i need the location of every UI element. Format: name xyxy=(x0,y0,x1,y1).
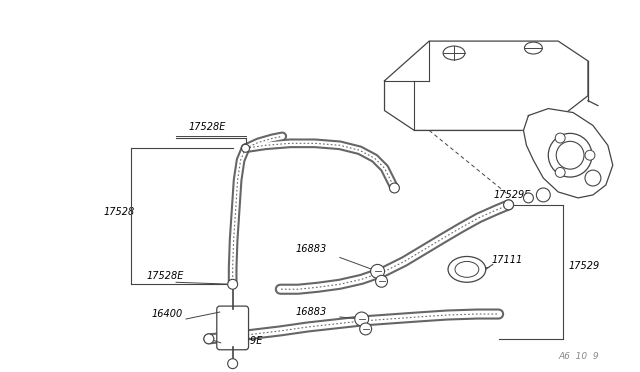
Circle shape xyxy=(371,264,385,278)
Circle shape xyxy=(585,150,595,160)
Ellipse shape xyxy=(455,262,479,277)
Circle shape xyxy=(536,188,550,202)
Circle shape xyxy=(556,133,565,143)
Ellipse shape xyxy=(524,42,542,54)
Circle shape xyxy=(585,170,601,186)
Circle shape xyxy=(376,275,387,287)
Circle shape xyxy=(228,359,237,369)
Ellipse shape xyxy=(443,46,465,60)
Text: 17528: 17528 xyxy=(104,207,135,217)
Circle shape xyxy=(504,200,513,210)
Circle shape xyxy=(548,134,592,177)
Polygon shape xyxy=(524,109,612,198)
Text: 17529: 17529 xyxy=(568,262,600,271)
Text: 17528E: 17528E xyxy=(147,271,184,281)
Circle shape xyxy=(556,141,584,169)
Text: 17111: 17111 xyxy=(492,256,523,265)
Text: 16883: 16883 xyxy=(295,244,326,253)
Text: 16400: 16400 xyxy=(151,309,182,319)
Circle shape xyxy=(228,279,237,289)
Text: 16883: 16883 xyxy=(295,307,326,317)
FancyBboxPatch shape xyxy=(217,306,248,350)
Text: A6  10  9: A6 10 9 xyxy=(558,352,599,361)
Circle shape xyxy=(355,312,369,326)
Text: 17529E: 17529E xyxy=(493,190,531,200)
Circle shape xyxy=(204,334,214,344)
Text: 17528E: 17528E xyxy=(189,122,227,132)
Text: 17529E: 17529E xyxy=(226,336,263,346)
Ellipse shape xyxy=(448,256,486,282)
Circle shape xyxy=(524,193,533,203)
Circle shape xyxy=(390,183,399,193)
Circle shape xyxy=(241,144,250,152)
Circle shape xyxy=(556,167,565,177)
Circle shape xyxy=(360,323,372,335)
